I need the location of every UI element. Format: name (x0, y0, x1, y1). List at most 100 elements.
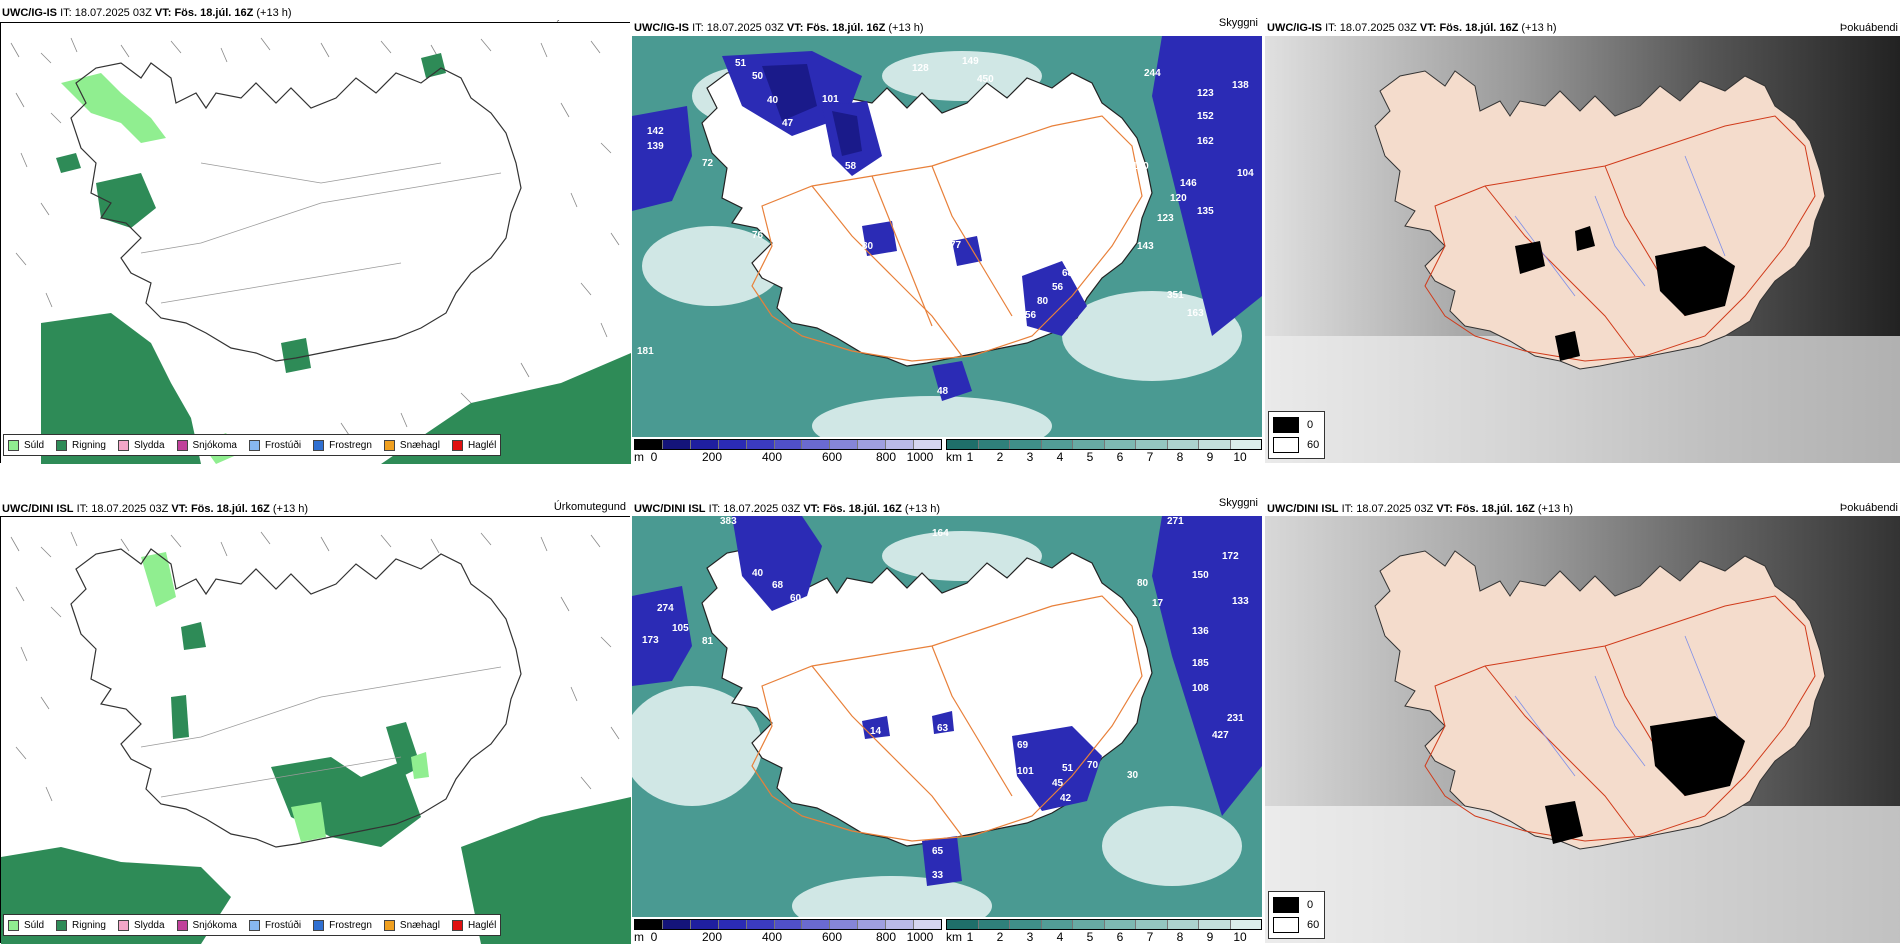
svg-text:63: 63 (937, 723, 949, 734)
precip-type-legend: Súld Rigning Slydda Snjókoma Frostúði Fr… (3, 914, 502, 936)
fog-map[interactable]: 0 60 (1265, 516, 1900, 943)
svg-text:80: 80 (1037, 296, 1049, 307)
svg-text:173: 173 (642, 635, 659, 646)
svg-text:120: 120 (1170, 193, 1187, 204)
svg-text:45: 45 (1052, 778, 1064, 789)
colorbars: m 0 200 400 600 800 1000 km 1 2 3 4 5 6 … (632, 437, 1262, 464)
svg-text:104: 104 (1237, 168, 1254, 179)
panel-header: UWC/IG-IS IT: 18.07.2025 03Z VT: Fös. 18… (634, 22, 924, 34)
svg-text:108: 108 (1192, 683, 1209, 694)
svg-text:47: 47 (782, 148, 794, 159)
panel-header: UWC/DINI ISL IT: 18.07.2025 03Z VT: Fös.… (1267, 503, 1574, 515)
svg-text:163: 163 (1187, 308, 1204, 319)
svg-text:70: 70 (1087, 760, 1099, 771)
svg-text:60: 60 (792, 180, 804, 191)
svg-text:244: 244 (1144, 68, 1161, 79)
model-name: UWC/DINI ISL (2, 503, 74, 515)
cloud-base-colorbar (634, 919, 942, 930)
ceiling-labels: 383 164 271 40 68 60 215 274 173 105 81 … (642, 516, 1249, 881)
svg-text:271: 271 (1167, 516, 1184, 527)
svg-text:274: 274 (657, 603, 674, 614)
svg-text:30: 30 (1127, 770, 1139, 781)
svg-text:185: 185 (1192, 658, 1209, 669)
svg-text:81: 81 (702, 636, 714, 647)
svg-text:68: 68 (772, 580, 784, 591)
svg-text:17: 17 (1152, 598, 1164, 609)
svg-text:65: 65 (1017, 258, 1029, 269)
precip-panel-top: UWC/IG-IS IT: 18.07.2025 03Z VT: Fös. 18… (0, 0, 631, 464)
svg-text:150: 150 (1192, 570, 1209, 581)
svg-text:142: 142 (647, 126, 664, 137)
svg-text:47: 47 (782, 118, 794, 129)
fog-map[interactable]: 0 60 (1265, 36, 1900, 463)
svg-text:139: 139 (647, 141, 664, 152)
svg-text:162: 162 (1197, 136, 1214, 147)
svg-text:427: 427 (1212, 730, 1229, 741)
svg-text:48: 48 (937, 386, 949, 397)
wind-barbs (10, 37, 620, 436)
svg-text:143: 143 (1137, 241, 1154, 252)
svg-text:152: 152 (1197, 111, 1214, 122)
precip-type-legend: Súld Rigning Slydda Snjókoma Frostúði Fr… (3, 434, 502, 456)
panel-title: Þokuábendi (1839, 502, 1898, 514)
svg-text:383: 383 (720, 516, 737, 527)
svg-text:51: 51 (735, 58, 747, 69)
fog-panel-bottom: UWC/DINI ISL IT: 18.07.2025 03Z VT: Fös.… (1265, 480, 1900, 943)
svg-text:123: 123 (1197, 88, 1214, 99)
road-network (751, 115, 1143, 362)
svg-text:60: 60 (790, 593, 802, 604)
svg-text:42: 42 (1060, 793, 1072, 804)
panel-header: UWC/IG-IS IT: 18.07.2025 03Z VT: Fös. 18… (2, 7, 292, 19)
svg-text:33: 33 (932, 870, 944, 881)
svg-text:55: 55 (810, 224, 822, 235)
visibility-panel-top: UWC/IG-IS IT: 18.07.2025 03Z VT: Fös. 18… (632, 0, 1262, 464)
visibility-map[interactable]: 383 164 271 40 68 60 215 274 173 105 81 … (632, 516, 1262, 944)
svg-text:351: 351 (1167, 290, 1184, 301)
svg-text:101: 101 (822, 94, 839, 105)
svg-text:72: 72 (702, 158, 714, 169)
svg-text:146: 146 (1180, 178, 1197, 189)
precip-panel-bottom: UWC/DINI ISL IT: 18.07.2025 03Z VT: Fös.… (0, 480, 631, 944)
svg-text:58: 58 (794, 224, 806, 235)
panel-title: Skyggni (1218, 17, 1258, 29)
visibility-map[interactable]: 51 50 40 47 101 128 149 450 142 139 72 4… (632, 36, 1262, 464)
svg-text:56: 56 (792, 211, 804, 222)
precip-map[interactable]: Súld Rigning Slydda Snjókoma Frostúði Fr… (0, 22, 631, 464)
svg-text:164: 164 (932, 528, 949, 539)
svg-text:58: 58 (792, 710, 804, 721)
svg-text:56: 56 (1025, 310, 1037, 321)
svg-text:135: 135 (1197, 206, 1214, 217)
svg-text:68: 68 (775, 633, 787, 644)
panel-title: Skyggni (1218, 497, 1258, 509)
panel-title: Úrkomutegund (553, 501, 626, 513)
svg-text:105: 105 (672, 623, 689, 634)
svg-text:80: 80 (1137, 578, 1149, 589)
model-name: UWC/IG-IS (2, 7, 57, 19)
colorbars: m 0 200 400 600 800 1000 km 1 2 3 4 5 6 … (632, 917, 1262, 944)
svg-text:138: 138 (1232, 80, 1249, 91)
svg-text:181: 181 (637, 346, 654, 357)
svg-text:231: 231 (1227, 713, 1244, 724)
svg-text:149: 149 (962, 56, 979, 67)
visibility-panel-bottom: UWC/DINI ISL IT: 18.07.2025 03Z VT: Fös.… (632, 480, 1262, 944)
svg-text:80: 80 (862, 241, 874, 252)
fog-legend: 0 60 (1268, 891, 1325, 939)
svg-text:77: 77 (950, 240, 962, 251)
svg-text:40: 40 (752, 568, 764, 579)
svg-text:123: 123 (1157, 213, 1174, 224)
svg-text:58: 58 (845, 161, 857, 172)
panel-header: UWC/DINI ISL IT: 18.07.2025 03Z VT: Fös.… (2, 503, 309, 515)
svg-text:56: 56 (1052, 282, 1064, 293)
svg-text:50: 50 (752, 71, 764, 82)
fog-panel-top: UWC/IG-IS IT: 18.07.2025 03Z VT: Fös. 18… (1265, 0, 1900, 463)
svg-text:128: 128 (912, 63, 929, 74)
svg-text:450: 450 (977, 74, 994, 85)
precip-map[interactable]: Súld Rigning Slydda Snjókoma Frostúði Fr… (0, 516, 631, 944)
panel-title: Þokuábendi (1839, 22, 1898, 34)
svg-text:76: 76 (752, 230, 764, 241)
svg-text:61: 61 (797, 161, 809, 172)
svg-text:172: 172 (1222, 551, 1239, 562)
svg-text:133: 133 (1232, 596, 1249, 607)
svg-text:160: 160 (1132, 161, 1149, 172)
svg-text:51: 51 (1062, 763, 1074, 774)
